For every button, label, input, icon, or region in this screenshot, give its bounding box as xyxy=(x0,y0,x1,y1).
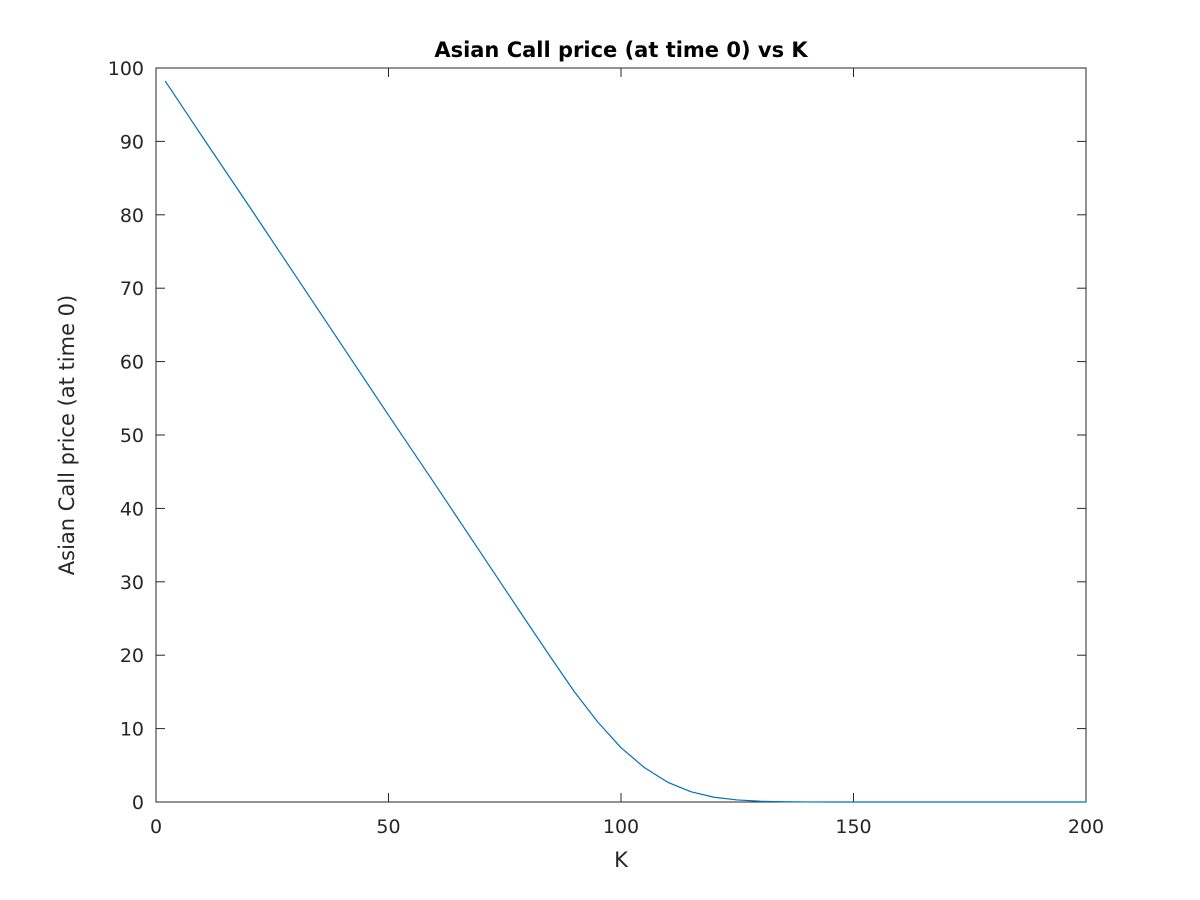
x-tick-label: 0 xyxy=(150,816,162,838)
x-tick-label: 100 xyxy=(603,816,639,838)
y-tick-label: 0 xyxy=(132,792,144,814)
y-tick-label: 90 xyxy=(120,131,144,153)
y-tick-label: 60 xyxy=(120,352,144,374)
y-tick-label: 30 xyxy=(120,572,144,594)
series-line-0 xyxy=(164,80,1087,803)
y-tick-labels: 0 10 20 30 40 50 60 70 80 90 100 xyxy=(108,58,144,814)
y-axis-label: Asian Call price (at time 0) xyxy=(55,295,79,575)
y-tick-label: 100 xyxy=(108,58,144,80)
y-tick-label: 50 xyxy=(120,425,144,447)
x-tick-label: 50 xyxy=(376,816,400,838)
axis-ticks xyxy=(155,67,1087,803)
series-layer xyxy=(164,80,1087,803)
y-tick-label: 70 xyxy=(120,278,144,300)
x-tick-label: 150 xyxy=(835,816,871,838)
y-tick-label: 20 xyxy=(120,645,144,667)
x-tick-labels: 0 50 100 150 200 xyxy=(150,816,1104,838)
y-tick-label: 10 xyxy=(120,719,144,741)
x-tick-label: 200 xyxy=(1068,816,1104,838)
y-tick-label: 80 xyxy=(120,205,144,227)
plot-area xyxy=(155,67,1087,803)
chart-title: Asian Call price (at time 0) vs K xyxy=(434,38,808,62)
x-axis-label: K xyxy=(614,848,629,872)
y-tick-label: 40 xyxy=(120,498,144,520)
